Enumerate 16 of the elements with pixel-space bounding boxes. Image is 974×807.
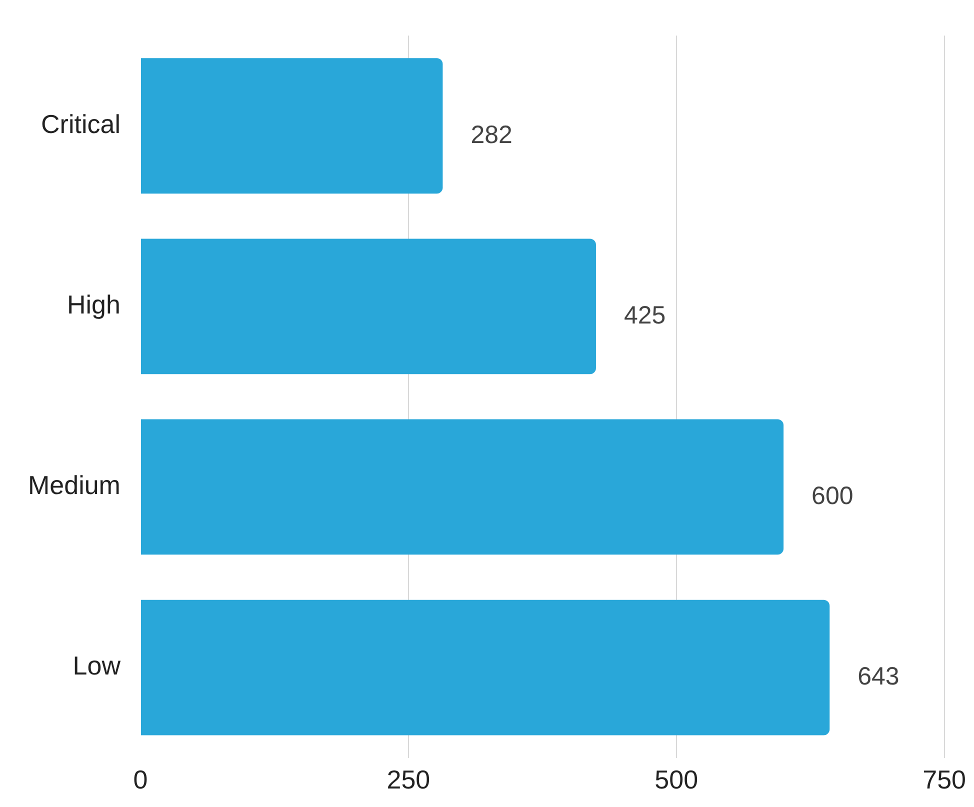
bar	[140, 238, 596, 374]
bar	[140, 419, 784, 555]
x-tick-label: 250	[386, 764, 430, 795]
bar	[140, 600, 830, 736]
x-tick-label: 750	[922, 764, 966, 795]
data-label: 600	[812, 482, 854, 510]
x-tick-label: 500	[654, 764, 698, 795]
x-tick-label: 0	[133, 764, 148, 795]
y-tick-label: Medium	[28, 470, 120, 500]
y-tick-label: Low	[72, 650, 121, 681]
data-label: 425	[624, 301, 666, 330]
y-tick-label: Critical	[41, 109, 120, 140]
data-label: 643	[858, 662, 900, 690]
data-label: 282	[470, 120, 512, 149]
bar	[140, 58, 443, 194]
y-tick-label: High	[66, 290, 120, 320]
